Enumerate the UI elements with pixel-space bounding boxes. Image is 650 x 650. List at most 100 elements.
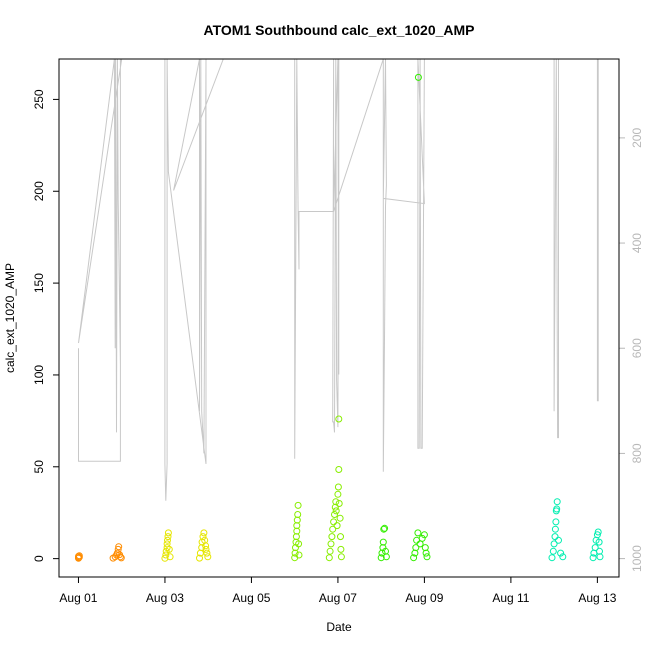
y2-tick-label: 200 — [630, 128, 644, 148]
data-point-s1-19 — [203, 549, 211, 557]
data-point-s2-24 — [334, 483, 342, 491]
data-point-s0-4 — [75, 553, 83, 561]
x-tick-label: Aug 13 — [578, 591, 616, 605]
y-tick-label: 0 — [32, 555, 46, 562]
data-point-s4-4 — [551, 525, 559, 533]
data-point-s2-13 — [326, 547, 334, 555]
y-axis-label: calc_ext_1020_AMP — [3, 263, 17, 373]
y2-tick-label: 1000 — [630, 545, 644, 572]
data-point-s0-9 — [114, 545, 122, 553]
data-point-s1-18 — [202, 545, 210, 553]
data-point-s0-12 — [116, 553, 124, 561]
grey-line-series — [78, 58, 599, 501]
data-point-s3-16 — [420, 531, 428, 539]
data-point-s4-10 — [557, 549, 565, 557]
data-point-s2-31 — [337, 553, 345, 561]
data-point-s4-9 — [555, 536, 562, 544]
data-point-s1-6 — [164, 533, 172, 541]
data-point-s4-8 — [553, 498, 561, 506]
data-point-s2-17 — [330, 518, 338, 526]
data-point-s2-30 — [337, 545, 345, 553]
data-point-s3-13 — [414, 73, 422, 81]
plot-frame — [58, 58, 620, 578]
data-point-s2-11 — [295, 551, 303, 559]
y-tick-label: 100 — [32, 365, 46, 385]
x-tick-label: Aug 03 — [146, 591, 184, 605]
data-point-s4-12 — [589, 554, 597, 562]
x-axis-label: Date — [326, 620, 352, 634]
data-point-s3-11 — [413, 536, 421, 544]
data-point-s3-15 — [418, 534, 426, 542]
y-tick-label: 50 — [32, 460, 46, 474]
data-point-s1-1 — [162, 551, 170, 559]
x-tick-label: Aug 01 — [59, 591, 97, 605]
grey-line-layer — [78, 58, 599, 501]
data-point-s4-7 — [553, 505, 561, 513]
data-point-s4-11 — [559, 553, 567, 561]
data-point-s2-15 — [328, 533, 336, 541]
axes-layer: Aug 01 Aug 03 Aug 05 Aug 07 Aug 09 Aug 11 Aug … — [32, 89, 644, 605]
x-tick-label: Aug 05 — [232, 591, 270, 605]
y2-tick-label: 800 — [630, 443, 644, 463]
x-tick-label: Aug 07 — [319, 591, 357, 605]
data-point-s1-15 — [200, 529, 208, 537]
data-point-s2-10 — [295, 540, 303, 548]
data-point-s2-27 — [335, 500, 343, 507]
data-point-s2-28 — [336, 514, 344, 522]
data-point-s4-18 — [595, 538, 603, 546]
y-tick-label: 150 — [32, 273, 46, 293]
data-point-s1-9 — [166, 553, 174, 561]
y2-tick-label: 600 — [630, 338, 644, 358]
y-tick-label: 250 — [32, 89, 46, 109]
data-point-s3-4 — [380, 525, 388, 533]
data-point-s3-5 — [381, 524, 389, 532]
data-point-s1-17 — [202, 542, 210, 550]
data-point-s2-26 — [335, 415, 343, 423]
data-point-s0-10 — [115, 543, 123, 551]
data-point-s2-8 — [294, 511, 302, 518]
data-point-s3-8 — [410, 554, 418, 562]
data-point-s2-25 — [335, 466, 343, 473]
y-tick-label: 200 — [32, 181, 46, 201]
data-point-s3-12 — [414, 529, 422, 537]
data-point-s4-5 — [552, 518, 560, 526]
data-point-s2-21 — [332, 507, 340, 515]
data-point-s4-17 — [594, 528, 602, 536]
data-point-s2-22 — [333, 522, 341, 530]
data-point-s0-1 — [75, 552, 82, 560]
data-point-s1-20 — [204, 553, 212, 561]
data-point-s2-14 — [327, 540, 335, 548]
data-point-s2-18 — [331, 511, 338, 518]
data-point-s4-20 — [596, 553, 604, 561]
y2-tick-label: 400 — [630, 233, 644, 253]
chart-title: ATOM1 Southbound calc_ext_1020_AMP — [204, 22, 475, 38]
data-point-s2-16 — [329, 525, 337, 533]
data-point-s2-12 — [325, 554, 333, 562]
data-point-s4-14 — [591, 544, 599, 552]
data-point-s4-1 — [549, 547, 557, 555]
data-point-s4-0 — [548, 554, 556, 562]
data-point-s3-10 — [412, 544, 420, 552]
data-point-s2-20 — [332, 498, 340, 506]
data-point-s4-3 — [551, 533, 559, 541]
data-point-s1-7 — [164, 529, 172, 537]
data-point-s3-7 — [382, 553, 390, 561]
data-point-s4-2 — [550, 540, 558, 548]
data-point-s1-10 — [196, 554, 203, 562]
data-point-s2-29 — [337, 533, 344, 541]
x-tick-label: Aug 11 — [492, 591, 529, 605]
data-point-s2-9 — [294, 501, 302, 509]
data-point-s0-13 — [117, 554, 125, 562]
data-point-s3-0 — [377, 554, 385, 562]
data-point-s1-14 — [199, 533, 207, 541]
data-point-s1-5 — [164, 536, 171, 544]
data-point-s2-23 — [334, 490, 342, 498]
data-point-s3-18 — [422, 549, 430, 557]
data-point-s4-16 — [593, 531, 601, 539]
data-point-s1-3 — [163, 544, 171, 552]
scatter-points-layer — [75, 73, 604, 562]
data-point-s1-8 — [165, 545, 173, 553]
data-point-s3-19 — [423, 553, 431, 561]
data-point-s3-3 — [379, 538, 387, 546]
